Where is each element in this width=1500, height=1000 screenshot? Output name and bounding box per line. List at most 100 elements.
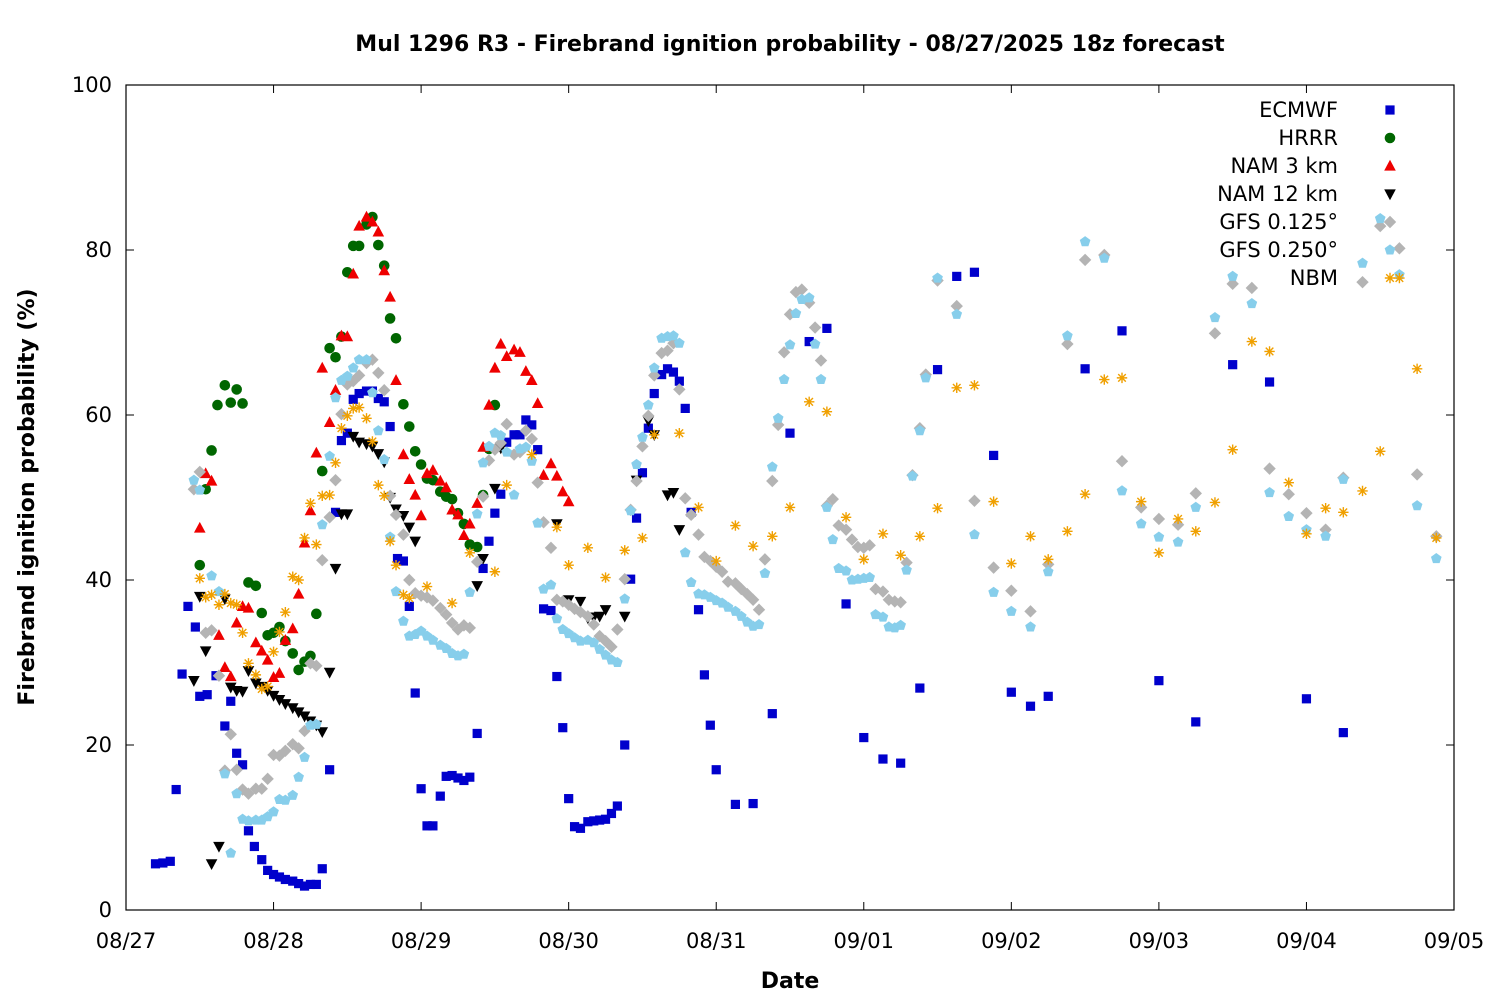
data-point <box>951 382 962 393</box>
data-point <box>255 782 268 795</box>
data-point <box>471 581 483 592</box>
data-point <box>508 489 520 500</box>
data-point <box>514 346 526 357</box>
data-point <box>280 794 291 805</box>
data-point <box>378 384 391 397</box>
data-point <box>1135 496 1147 507</box>
data-point <box>673 525 686 536</box>
data-point <box>1301 694 1312 704</box>
data-point <box>932 503 943 514</box>
data-point <box>1394 272 1405 284</box>
data-point <box>316 361 329 373</box>
x-tick-label: 08/27 <box>96 929 157 953</box>
data-point <box>668 367 679 377</box>
data-point <box>384 290 396 302</box>
data-point <box>410 688 420 698</box>
legend-label: ECMWF <box>1259 98 1338 122</box>
data-point <box>311 718 322 729</box>
data-point <box>1209 497 1221 508</box>
data-point <box>420 591 434 604</box>
data-point <box>372 449 385 460</box>
data-point <box>501 479 512 491</box>
data-point <box>336 423 347 434</box>
data-point <box>226 696 236 706</box>
data-point <box>1079 236 1091 247</box>
data-point <box>390 332 402 344</box>
data-point <box>273 667 286 678</box>
data-point <box>766 461 778 472</box>
data-point <box>286 703 299 715</box>
data-point <box>932 365 943 375</box>
data-point <box>373 239 384 251</box>
data-point <box>673 383 686 396</box>
data-point <box>440 481 452 493</box>
data-point <box>705 720 715 730</box>
x-tick-label: 09/03 <box>1129 929 1190 953</box>
data-point <box>409 587 422 600</box>
data-point <box>470 555 484 569</box>
data-point <box>255 644 268 656</box>
data-point <box>177 669 187 679</box>
data-point <box>814 354 828 367</box>
data-point <box>446 597 458 609</box>
data-point <box>618 572 631 586</box>
data-point <box>403 473 416 484</box>
data-point <box>845 533 859 546</box>
data-point <box>183 601 193 611</box>
data-point <box>711 555 722 567</box>
data-point <box>441 771 451 781</box>
data-point <box>747 540 759 552</box>
data-point <box>237 627 248 638</box>
data-point <box>832 519 845 532</box>
data-point <box>804 336 814 347</box>
data-point <box>447 770 457 781</box>
data-point <box>914 425 926 436</box>
data-point <box>323 416 336 428</box>
data-point <box>330 392 341 403</box>
data-point <box>888 595 901 608</box>
data-point <box>1098 252 1110 263</box>
data-point <box>630 474 643 488</box>
data-point <box>225 847 237 858</box>
data-point <box>821 501 833 512</box>
data-point <box>249 841 259 852</box>
data-point <box>684 508 698 522</box>
data-point <box>531 397 544 409</box>
data-point <box>1227 444 1238 455</box>
x-tick-label: 08/29 <box>391 929 452 953</box>
data-point <box>409 446 421 457</box>
data-point <box>199 626 212 639</box>
data-point <box>231 788 242 799</box>
data-point <box>465 772 475 782</box>
data-point <box>533 445 543 455</box>
data-point <box>404 421 415 432</box>
data-point <box>305 498 316 509</box>
data-point <box>600 572 611 583</box>
data-point <box>490 508 500 518</box>
data-point <box>907 470 918 481</box>
data-point <box>863 539 876 552</box>
data-point <box>287 648 299 659</box>
data-point <box>403 573 416 587</box>
legend-label: NAM 3 km <box>1230 154 1338 178</box>
data-point <box>434 474 447 486</box>
data-point <box>735 582 748 596</box>
data-point <box>636 440 649 453</box>
data-point <box>390 374 402 385</box>
data-point <box>556 595 569 608</box>
data-point <box>595 815 605 825</box>
data-point <box>525 432 538 446</box>
data-point <box>426 594 440 607</box>
data-point <box>310 446 323 458</box>
data-point <box>280 606 291 618</box>
data-point <box>500 417 513 431</box>
data-point <box>864 571 876 583</box>
x-tick-label: 09/01 <box>834 929 895 953</box>
data-point <box>526 449 537 460</box>
data-point <box>489 483 501 495</box>
data-point <box>611 623 624 636</box>
legend-label: NAM 12 km <box>1217 182 1338 206</box>
y-tick-label: 20 <box>85 733 112 757</box>
data-point <box>558 723 568 733</box>
y-tick-label: 0 <box>99 898 112 922</box>
